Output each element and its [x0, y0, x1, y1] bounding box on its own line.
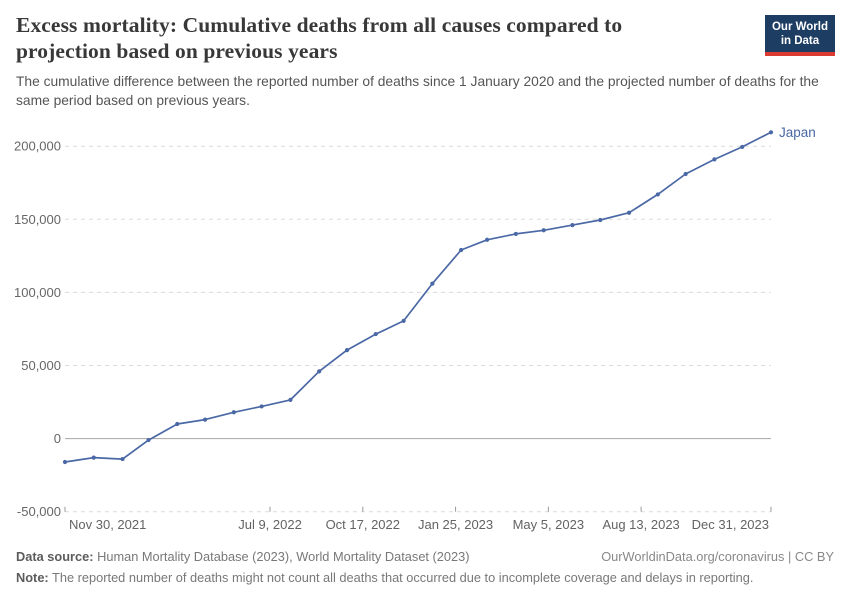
data-point-marker[interactable] — [485, 237, 490, 242]
y-tick-label: 150,000 — [14, 212, 61, 227]
page-title: Excess mortality: Cumulative deaths from… — [16, 13, 623, 63]
y-tick-label: 100,000 — [14, 285, 61, 300]
x-tick-label: May 5, 2023 — [513, 517, 585, 532]
data-source-line: Data source: Human Mortality Database (2… — [16, 547, 470, 568]
data-point-marker[interactable] — [259, 404, 264, 409]
chart-subtitle: The cumulative difference between the re… — [16, 74, 819, 108]
y-tick-label: 200,000 — [14, 139, 61, 154]
data-point-marker[interactable] — [712, 157, 717, 162]
owid-logo-line1: Our World — [771, 21, 828, 33]
series-line-japan[interactable] — [64, 131, 772, 463]
data-point-marker[interactable] — [683, 171, 688, 177]
y-tick-label: 0 — [54, 431, 61, 446]
data-point-marker[interactable] — [459, 247, 464, 253]
data-point-marker[interactable] — [231, 410, 236, 415]
data-point-marker[interactable] — [598, 217, 603, 223]
owid-logo[interactable]: Our World in Data — [764, 15, 835, 56]
data-point-marker[interactable] — [655, 192, 660, 197]
chart-header: Excess mortality: Cumulative deaths from… — [16, 12, 835, 110]
data-source-label: Data source: — [16, 549, 94, 564]
owid-logo-line2: in Data — [780, 34, 820, 47]
data-point-marker[interactable] — [344, 348, 350, 353]
license-label: CC BY — [794, 549, 834, 564]
x-tick-label: Dec 31, 2023 — [692, 517, 769, 532]
x-tick-label: Oct 17, 2022 — [326, 517, 400, 532]
footer-links: OurWorldinData.org/coronavirus | CC BY — [601, 547, 834, 568]
data-point-marker[interactable] — [146, 437, 151, 443]
data-point-marker[interactable] — [373, 331, 378, 337]
data-point-marker[interactable] — [626, 210, 632, 215]
data-point-marker[interactable] — [541, 228, 546, 233]
chart-footer: Data source: Human Mortality Database (2… — [16, 547, 834, 588]
y-tick-label: 50,000 — [21, 358, 61, 373]
data-point-marker[interactable] — [120, 456, 125, 462]
owid-url-link[interactable]: OurWorldinData.org/coronavirus — [601, 549, 785, 564]
data-point-marker[interactable] — [570, 223, 575, 228]
footer-separator: | — [784, 549, 795, 564]
data-point-marker[interactable] — [202, 417, 208, 422]
data-point-marker[interactable] — [317, 369, 322, 374]
note-text: The reported number of deaths might not … — [48, 569, 754, 585]
data-point-marker[interactable] — [768, 130, 774, 135]
data-point-marker[interactable] — [513, 231, 518, 237]
note-label: Note: — [16, 569, 49, 585]
x-tick-label: Jul 9, 2022 — [238, 517, 302, 532]
data-point-marker[interactable] — [288, 397, 293, 402]
data-point-marker[interactable] — [430, 281, 435, 286]
data-point-marker[interactable] — [91, 455, 96, 460]
data-source-text: Human Mortality Database (2023), World M… — [93, 549, 470, 564]
data-point-marker[interactable] — [62, 459, 68, 465]
data-point-marker[interactable] — [740, 144, 745, 150]
x-tick-label: Jan 25, 2023 — [418, 517, 493, 532]
x-tick-label: Nov 30, 2021 — [69, 517, 146, 532]
y-tick-label: -50,000 — [17, 504, 61, 519]
series-label-japan[interactable]: Japan — [779, 125, 816, 140]
x-tick-label: Aug 13, 2023 — [602, 517, 679, 532]
data-point-marker[interactable] — [175, 421, 180, 427]
note-line: Note: The reported number of deaths migh… — [16, 568, 834, 589]
data-point-marker[interactable] — [401, 318, 406, 324]
